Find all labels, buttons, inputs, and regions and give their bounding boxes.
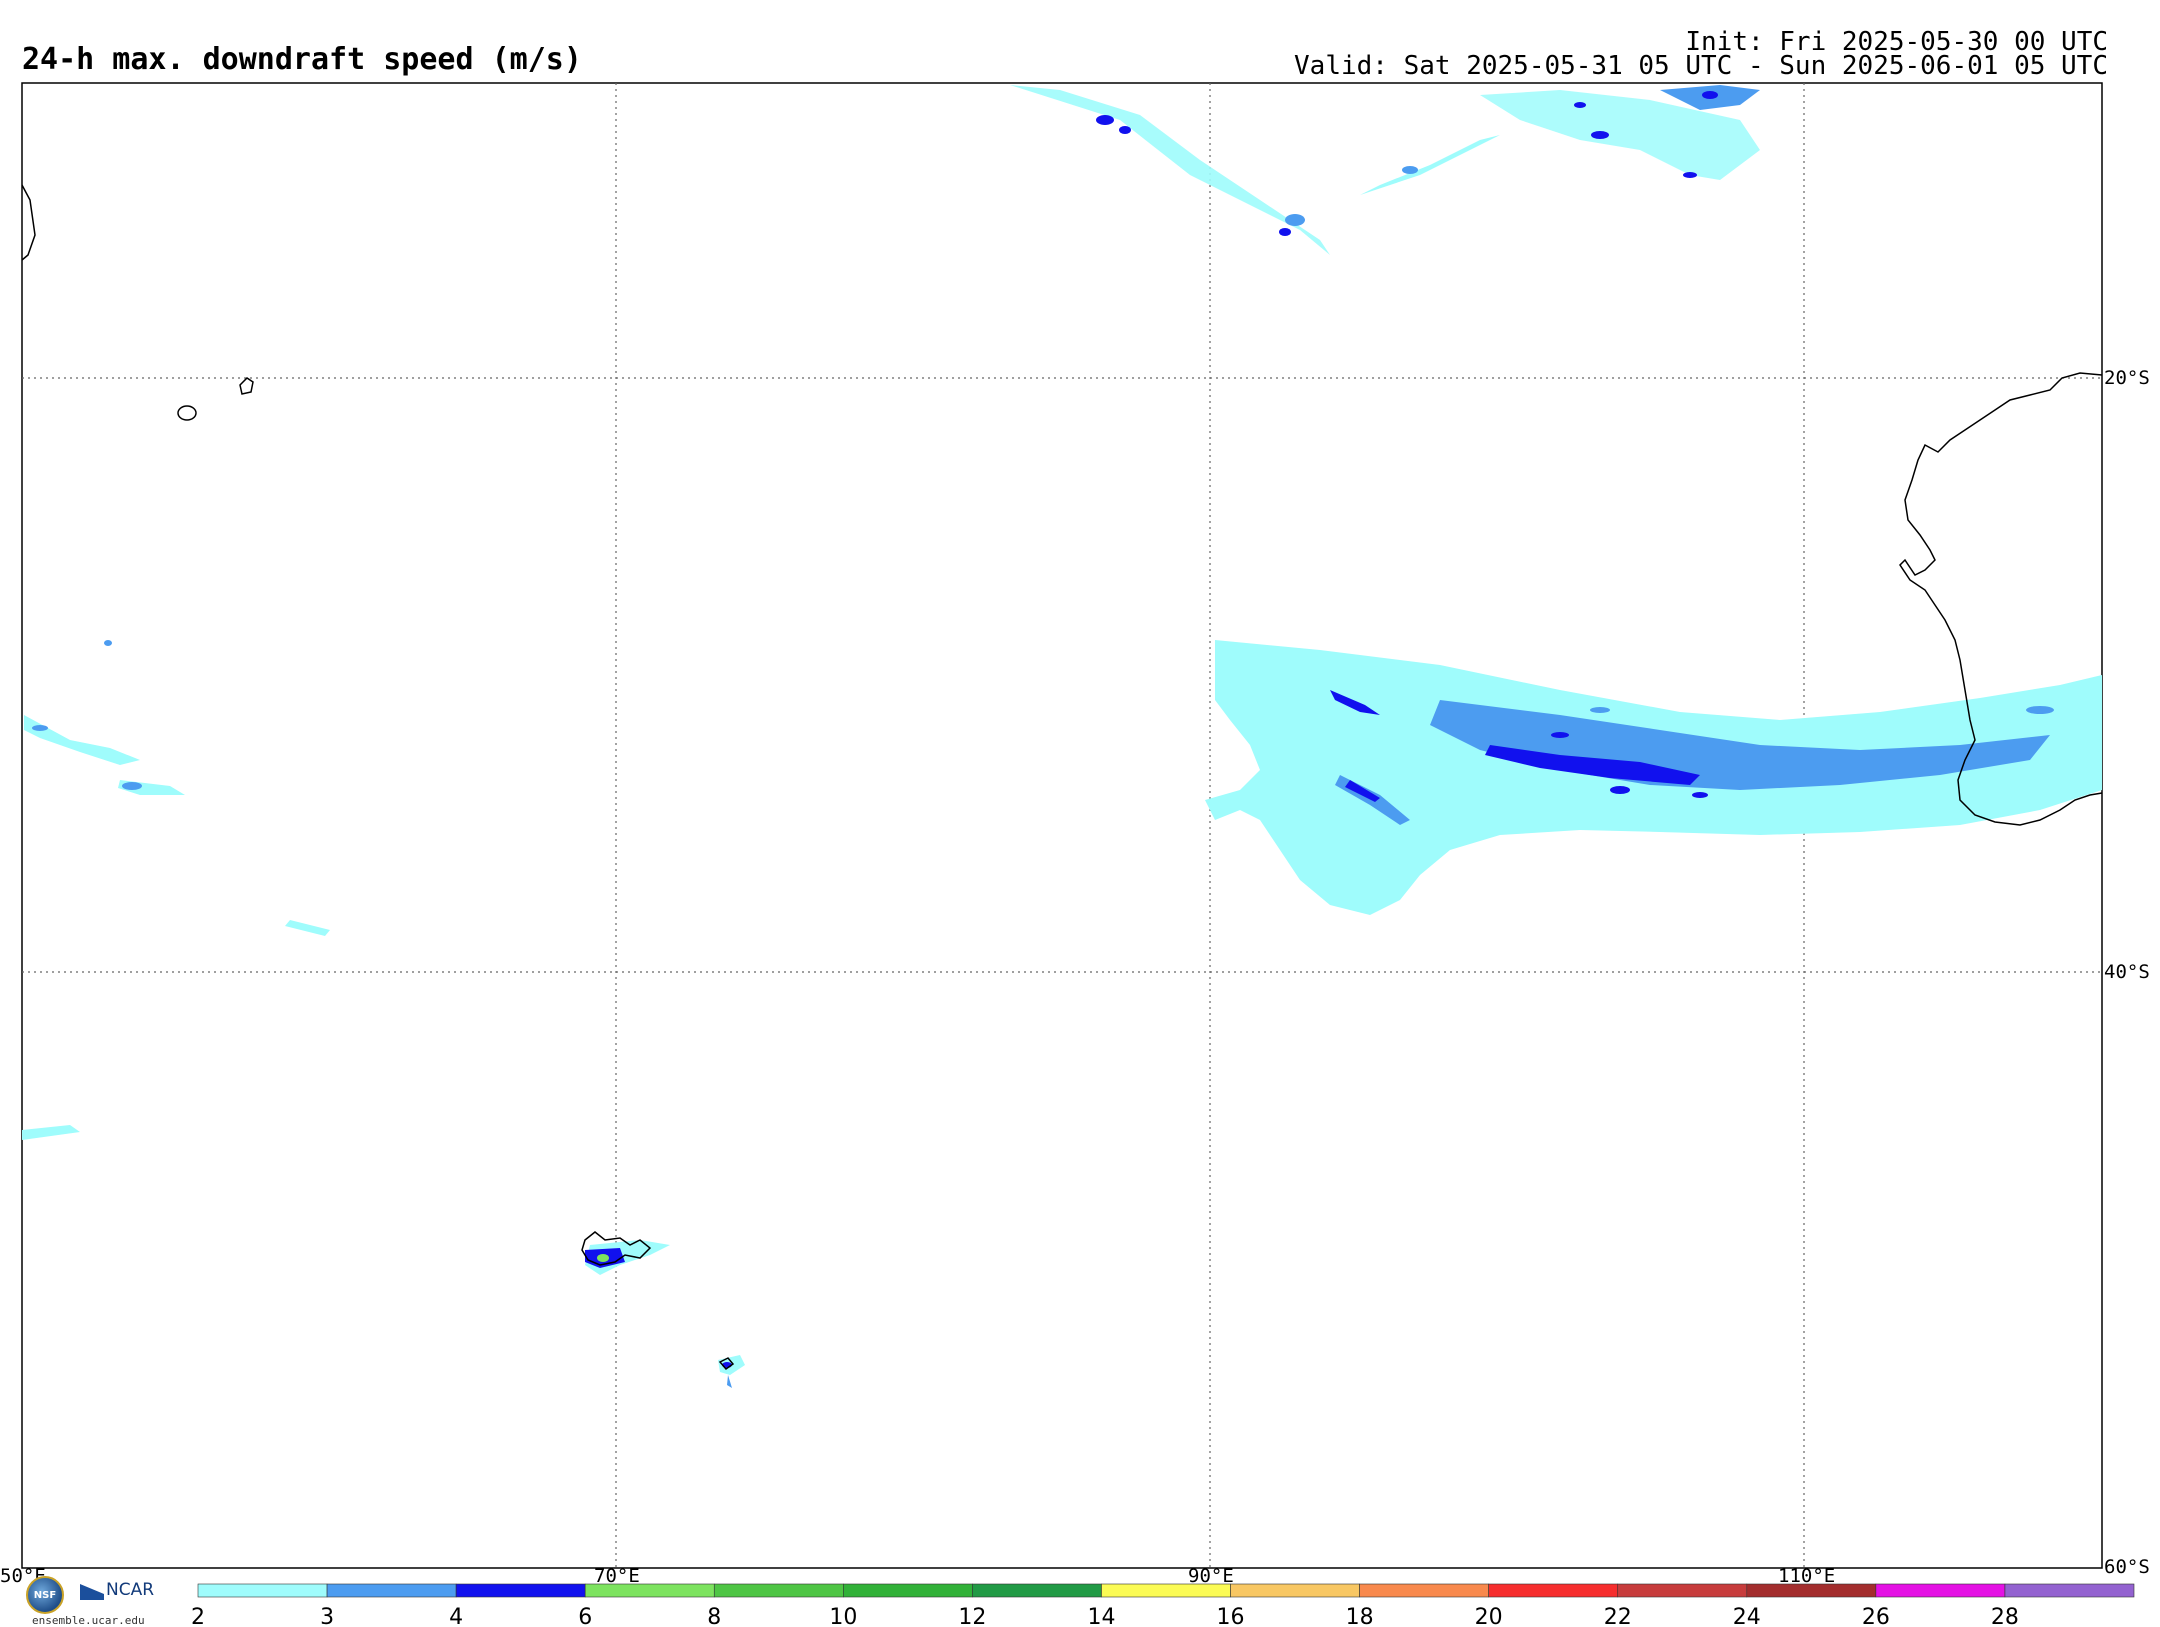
colorbar-tick-label: 20 [1475,1605,1503,1626]
heard-island-coast [718,1357,735,1371]
mauritius-coast [239,377,254,395]
colorbar-tick-label: 14 [1087,1605,1115,1626]
downdraft-field-band [1205,640,2102,915]
colorbar-tick-label: 3 [320,1605,334,1626]
map-title: 24-h max. downdraft speed (m/s) [22,42,582,77]
gridlines [22,83,2102,1568]
lon-label-70e: 70°E [594,1565,640,1587]
colorbar-swatch [713,1583,844,1598]
colorbar-swatch [1359,1583,1489,1598]
reunion-coast [177,405,197,421]
colorbar-tick-label: 22 [1604,1605,1632,1626]
logos: NSF NCAR ensemble.ucar.edu [22,1572,167,1627]
colorbar-swatch [972,1583,1102,1598]
colorbar-swatch [1101,1583,1231,1598]
colorbar-tick-label: 18 [1346,1605,1374,1626]
colorbar-swatch [1488,1583,1619,1598]
colorbar-swatch [1875,1583,2006,1598]
colorbar-swatch [1617,1583,1748,1598]
colorbar: 2 3 4 6 8 10 12 14 16 18 20 22 24 26 28 [191,1583,2135,1626]
colorbar-tick-label: 28 [1991,1605,2019,1626]
colorbar-tick-label: 26 [1862,1605,1890,1626]
site-url: ensemble.ucar.edu [32,1614,145,1627]
colorbar-swatch [2004,1583,2135,1598]
lat-label-60s: 60°S [2104,1556,2150,1578]
lon-label-110e: 110°E [1778,1565,1835,1587]
colorbar-tick-label: 2 [191,1605,205,1626]
australia-coast [1899,372,2103,826]
init-time: Init: Fri 2025-05-30 00 UTC [1685,27,2108,57]
colorbar-tick-label: 6 [578,1605,592,1626]
nsf-logo: NSF [26,1576,64,1614]
kerguelen-coast [581,1231,652,1266]
colorbar-swatch [1746,1583,1877,1598]
valid-time: Valid: Sat 2025-05-31 05 UTC - Sun 2025-… [1294,51,2108,81]
ncar-logo: NCAR [106,1580,155,1600]
colorbar-tick-label: 24 [1733,1605,1761,1626]
colorbar-tick-label: 16 [1217,1605,1245,1626]
downdraft-field-north [1010,85,1760,255]
colorbar-swatch [197,1583,328,1598]
lat-label-40s: 40°S [2104,961,2150,983]
colorbar-tick-label: 4 [449,1605,463,1626]
colorbar-swatch [326,1583,457,1598]
colorbar-swatch [455,1583,586,1598]
colorbar-tick-label: 12 [958,1605,986,1626]
madagascar-coast [21,184,36,261]
time-info: Init: Fri 2025-05-30 00 UTC Valid: Sat 2… [1294,27,2108,81]
coastlines [21,184,2103,1371]
colorbar-swatch [1230,1583,1360,1598]
lon-label-90e: 90°E [1188,1565,1234,1587]
downdraft-field-west [22,640,330,1140]
colorbar-tick-label: 8 [707,1605,721,1626]
colorbar-tick-label: 10 [829,1605,857,1626]
colorbar-swatch [843,1583,973,1598]
lat-label-20s: 20°S [2104,367,2150,389]
colorbar-swatch [584,1583,715,1598]
ncar-mark-icon [80,1584,104,1600]
